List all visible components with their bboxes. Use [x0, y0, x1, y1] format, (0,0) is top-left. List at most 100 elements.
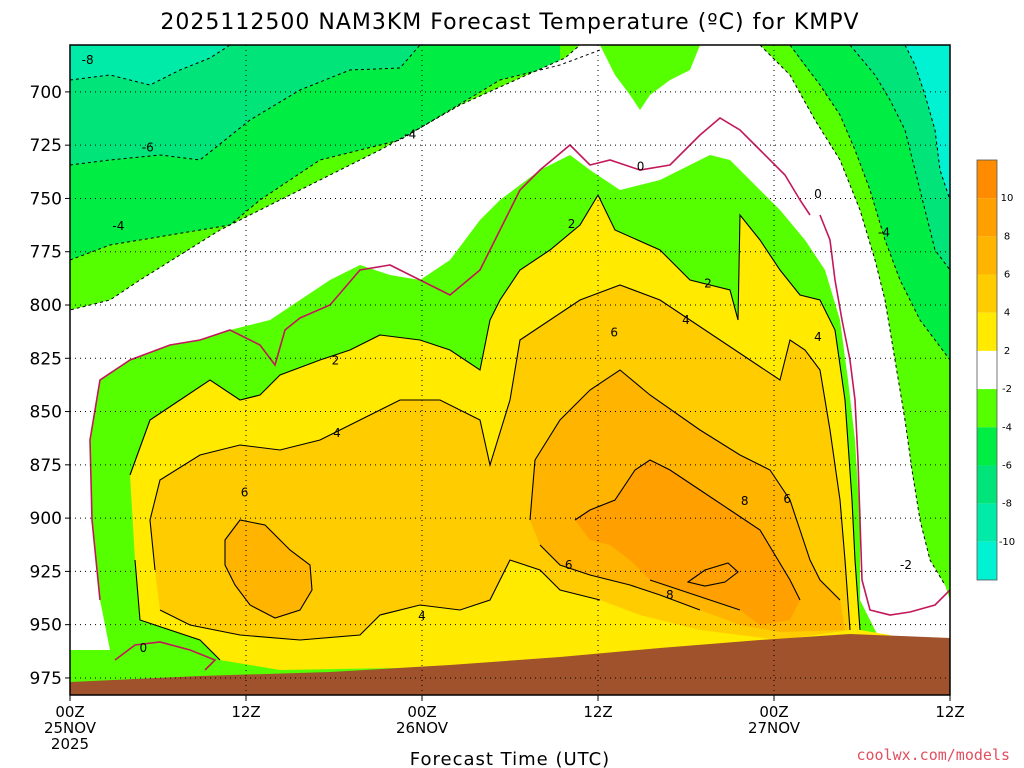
contour-4 [149, 284, 851, 641]
colorbar-label: -10 [999, 537, 1015, 548]
contour-label: 6 [565, 558, 573, 572]
contour-label: 4 [682, 313, 690, 327]
colorbar-label: 10 [1001, 193, 1014, 204]
contour-label: 2 [568, 217, 576, 231]
x-axis-label: Forecast Time (UTC) [410, 749, 610, 768]
colorbar-bin [977, 427, 997, 466]
temperature-field [70, 45, 950, 695]
field-minus6-to-minus8-upper-right [850, 45, 950, 270]
contour-label: 0 [637, 159, 645, 173]
x-tick-label: 26NOV [396, 719, 449, 737]
colorbar-label: 2 [1004, 346, 1010, 357]
x-tick-label: 12Z [583, 703, 612, 721]
contour-label: -8 [82, 53, 94, 67]
contour-minus2-right [759, 45, 946, 586]
contour-label: 2 [332, 353, 340, 367]
y-tick-label: 875 [30, 456, 62, 476]
colorbar-bin [977, 274, 997, 313]
field-minus4-to-minus6-upper-left [70, 45, 560, 260]
field-near-zero-band [70, 45, 950, 650]
contour-minus4-left [70, 45, 581, 345]
colorbar-frame [976, 159, 998, 581]
contour-minus6-right [849, 45, 950, 271]
contour-label: 6 [610, 326, 618, 340]
x-tick-label: 12Z [231, 703, 260, 721]
contour-6-right [529, 369, 841, 611]
colorbar-label: -8 [1002, 499, 1012, 510]
contour-zero-main [89, 117, 950, 671]
colorbar: 10 8 6 4 2 -2 -4 -6 -8 -10 [976, 159, 1015, 581]
y-tick-label: 950 [30, 616, 62, 636]
colorbar-bin [977, 160, 997, 199]
x-tick-label: 00Z [55, 703, 84, 721]
contour-label: 0 [814, 187, 822, 201]
y-tick-label: 725 [30, 136, 62, 156]
contour-label: 4 [333, 426, 341, 440]
contour-minus4-right [789, 45, 950, 361]
plot-frame [69, 44, 951, 696]
y-tick-label: 800 [30, 296, 62, 316]
contour-label: -4 [112, 219, 124, 233]
colorbar-bin [977, 389, 997, 428]
colorbar-bin [977, 312, 997, 351]
colorbar-bin [977, 541, 997, 580]
y-tick-label: 850 [30, 403, 62, 423]
y-axis: 700 725 750 775 800 825 850 875 900 925 950 975 [30, 83, 70, 689]
field-8-to-10 [575, 460, 800, 625]
y-tick-label: 825 [30, 349, 62, 369]
colorbar-label: 8 [1004, 231, 1010, 242]
contour-label: 6 [783, 492, 791, 506]
contour-label: -2 [900, 558, 912, 572]
x-tick-label: 00Z [759, 703, 788, 721]
y-tick-label: 775 [30, 243, 62, 263]
x-tick-label: 27NOV [748, 719, 801, 737]
contour-label: 8 [741, 494, 749, 508]
contour-label: 4 [418, 609, 426, 623]
y-tick-label: 750 [30, 189, 62, 209]
terrain [70, 634, 950, 695]
contour-label: 0 [140, 641, 148, 655]
y-tick-label: 700 [30, 83, 62, 103]
colorbar-bin [977, 350, 997, 390]
x-tick-label: 12Z [935, 703, 964, 721]
colorbar-bin [977, 465, 997, 504]
x-tick-label: 25NOV [44, 719, 97, 737]
contour-2 [129, 193, 861, 661]
colorbar-label: -2 [1002, 384, 1012, 395]
credit-text: coolwx.com/models [856, 746, 1010, 764]
colorbar-label: -6 [1002, 460, 1012, 471]
contour-labels: -8 -6 -4 -4 0 0 -4 2 2 2 4 4 6 4 6 8 6 6 8 -2 4 0 [82, 53, 912, 655]
contour-8-inner [686, 562, 739, 587]
contour-label: 6 [241, 486, 249, 500]
contour-6-left [224, 519, 313, 619]
colorbar-label: 6 [1004, 270, 1010, 281]
contour-label: 8 [666, 588, 674, 602]
contour-label: -6 [142, 140, 154, 154]
y-tick-label: 925 [30, 562, 62, 582]
field-below-minus8-upper-left [70, 45, 230, 85]
contour-label: 4 [814, 330, 822, 344]
colorbar-bin [977, 503, 997, 542]
field-6-to-8-left-blob [225, 520, 312, 618]
colorbar-bin [977, 236, 997, 275]
colorbar-label: 4 [1004, 308, 1010, 319]
contour-label: -4 [878, 226, 890, 240]
y-tick-label: 975 [30, 669, 62, 689]
contour-label: 2 [704, 277, 712, 291]
contour-8 [574, 459, 801, 611]
x-tick-label: 2025 [51, 735, 89, 753]
contour-minus8-left [70, 45, 421, 166]
contour-minus10-left [70, 45, 231, 86]
colorbar-label: -4 [1002, 422, 1012, 433]
y-tick-label: 900 [30, 509, 62, 529]
field-below-minus10-upper-right [905, 45, 950, 200]
colorbar-bin [977, 198, 997, 237]
x-tick-label: 00Z [407, 703, 436, 721]
field-green-tongue-top [600, 45, 700, 110]
contour-minus8-right [904, 45, 950, 201]
chart-title: 2025112500 NAM3KM Forecast Temperature (… [160, 10, 859, 35]
grid [70, 45, 950, 695]
contour-label: -4 [404, 128, 416, 142]
